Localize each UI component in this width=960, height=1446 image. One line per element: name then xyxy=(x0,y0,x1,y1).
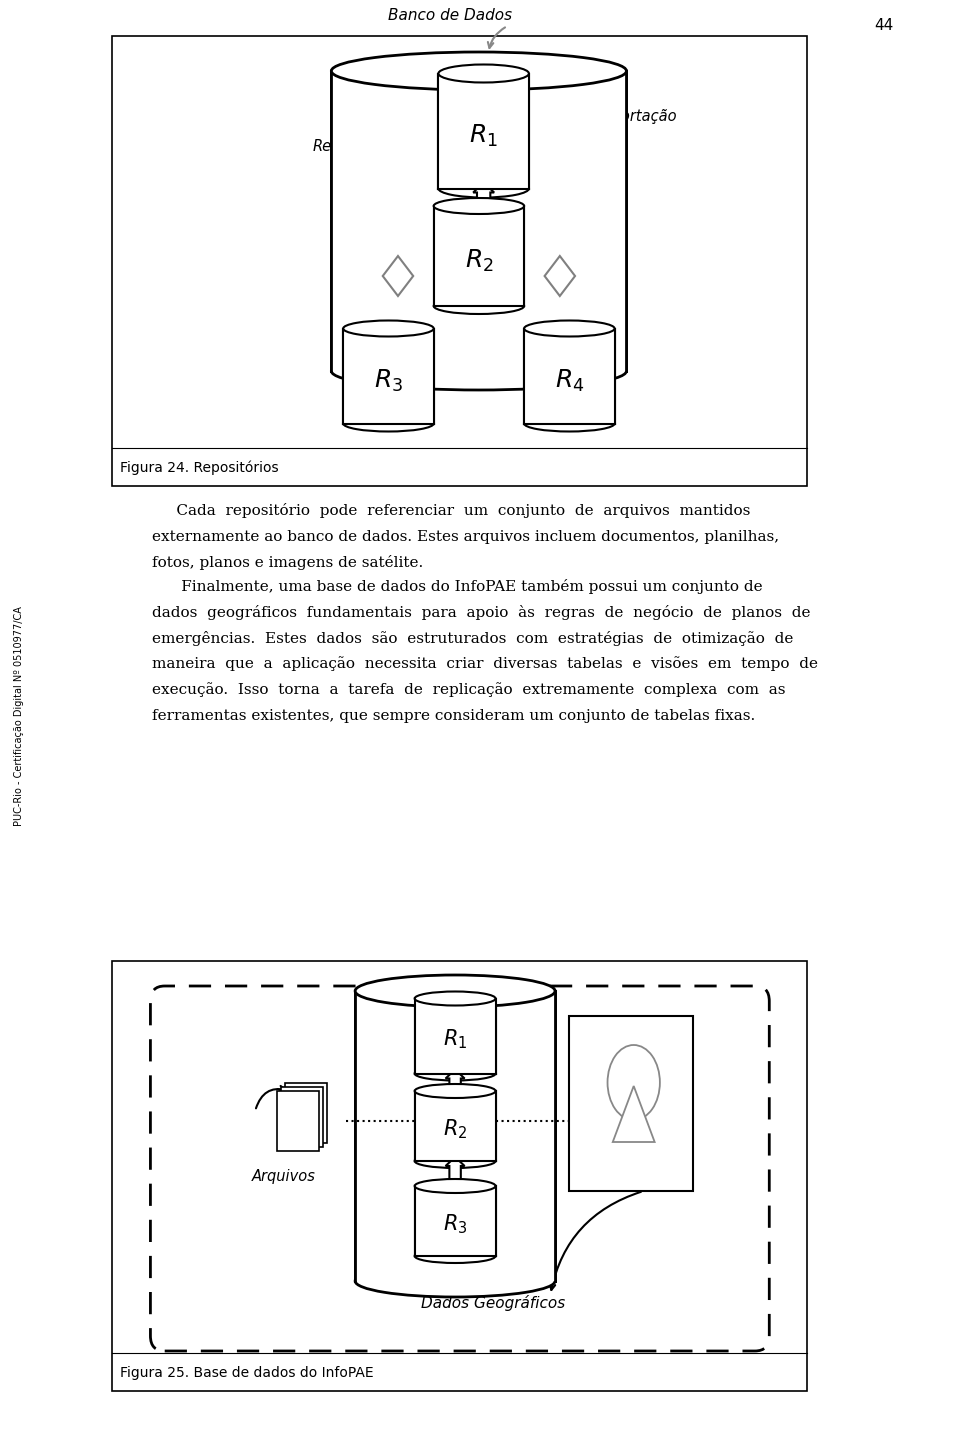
Text: fotos, planos e imagens de satélite.: fotos, planos e imagens de satélite. xyxy=(153,555,423,571)
Ellipse shape xyxy=(434,198,524,214)
Polygon shape xyxy=(524,328,614,424)
Text: $R_2$: $R_2$ xyxy=(465,247,493,275)
FancyBboxPatch shape xyxy=(112,36,807,486)
Ellipse shape xyxy=(415,1154,495,1168)
Text: externamente ao banco de dados. Estes arquivos incluem documentos, planilhas,: externamente ao banco de dados. Estes ar… xyxy=(153,531,780,544)
Polygon shape xyxy=(355,991,555,1281)
FancyArrow shape xyxy=(445,1157,465,1181)
Ellipse shape xyxy=(415,1249,495,1262)
Polygon shape xyxy=(383,256,413,296)
Polygon shape xyxy=(344,328,434,424)
Polygon shape xyxy=(544,256,575,296)
Polygon shape xyxy=(331,71,627,372)
Text: Arquivos: Arquivos xyxy=(252,1168,316,1183)
Text: $R_1$: $R_1$ xyxy=(469,123,498,149)
Ellipse shape xyxy=(355,975,555,1006)
Polygon shape xyxy=(439,74,529,188)
Polygon shape xyxy=(415,1186,495,1257)
Polygon shape xyxy=(434,205,524,307)
Ellipse shape xyxy=(355,1265,555,1297)
Text: Dados Geográficos: Dados Geográficos xyxy=(421,1296,565,1312)
Text: Cada  repositório  pode  referenciar  um  conjunto  de  arquivos  mantidos: Cada repositório pode referenciar um con… xyxy=(153,503,751,519)
Ellipse shape xyxy=(331,351,627,390)
Text: Banco de Dados: Banco de Dados xyxy=(388,9,513,23)
Polygon shape xyxy=(415,999,495,1073)
FancyBboxPatch shape xyxy=(569,1017,693,1192)
Ellipse shape xyxy=(415,992,495,1005)
Text: Repositório: Repositório xyxy=(312,137,396,155)
Text: PUC-Rio - Certificação Digital Nº 0510977/CA: PUC-Rio - Certificação Digital Nº 051097… xyxy=(14,606,24,826)
Text: $R_4$: $R_4$ xyxy=(555,367,584,395)
FancyBboxPatch shape xyxy=(277,1090,319,1151)
Ellipse shape xyxy=(415,1178,495,1193)
Ellipse shape xyxy=(439,179,529,198)
FancyBboxPatch shape xyxy=(151,986,769,1351)
FancyBboxPatch shape xyxy=(281,1087,323,1147)
Polygon shape xyxy=(612,1086,655,1142)
Polygon shape xyxy=(331,71,627,372)
FancyBboxPatch shape xyxy=(112,962,807,1391)
Polygon shape xyxy=(344,328,434,424)
Polygon shape xyxy=(415,1090,495,1161)
Polygon shape xyxy=(415,1186,495,1257)
Ellipse shape xyxy=(524,321,614,337)
FancyArrow shape xyxy=(473,182,494,211)
Ellipse shape xyxy=(439,65,529,82)
Text: 44: 44 xyxy=(874,19,893,33)
Ellipse shape xyxy=(524,415,614,431)
Text: emergências.  Estes  dados  são  estruturados  com  estratégias  de  otimização : emergências. Estes dados são estruturado… xyxy=(153,630,794,645)
Text: dados  geográficos  fundamentais  para  apoio  às  regras  de  negócio  de  plan: dados geográficos fundamentais para apoi… xyxy=(153,604,811,619)
Text: $R_2$: $R_2$ xyxy=(443,1118,468,1141)
Text: Importação: Importação xyxy=(593,108,677,123)
Polygon shape xyxy=(434,205,524,307)
Ellipse shape xyxy=(415,1067,495,1080)
Ellipse shape xyxy=(608,1045,660,1121)
Ellipse shape xyxy=(344,415,434,431)
FancyArrow shape xyxy=(445,1070,465,1093)
Text: maneira  que  a  aplicação  necessita  criar  diversas  tabelas  e  visões  em  : maneira que a aplicação necessita criar … xyxy=(153,656,818,671)
Ellipse shape xyxy=(415,1084,495,1098)
Polygon shape xyxy=(355,991,555,1281)
Text: Figura 25. Base de dados do InfoPAE: Figura 25. Base de dados do InfoPAE xyxy=(120,1366,373,1379)
Text: Finalmente, uma base de dados do InfoPAE também possui um conjunto de: Finalmente, uma base de dados do InfoPAE… xyxy=(153,578,763,593)
Text: $R_1$: $R_1$ xyxy=(443,1027,468,1051)
Polygon shape xyxy=(415,1090,495,1161)
FancyBboxPatch shape xyxy=(285,1083,326,1142)
Ellipse shape xyxy=(434,298,524,314)
Text: $R_3$: $R_3$ xyxy=(373,367,403,395)
Ellipse shape xyxy=(331,52,627,90)
Polygon shape xyxy=(524,328,614,424)
Text: execução.  Isso  torna  a  tarefa  de  replicação  extremamente  complexa  com  : execução. Isso torna a tarefa de replica… xyxy=(153,683,786,697)
Polygon shape xyxy=(439,74,529,188)
Text: Figura 24. Repositórios: Figura 24. Repositórios xyxy=(120,461,278,476)
Ellipse shape xyxy=(344,321,434,337)
Text: $R_3$: $R_3$ xyxy=(443,1212,468,1236)
Polygon shape xyxy=(415,999,495,1073)
Text: ferramentas existentes, que sempre consideram um conjunto de tabelas fixas.: ferramentas existentes, que sempre consi… xyxy=(153,709,756,723)
